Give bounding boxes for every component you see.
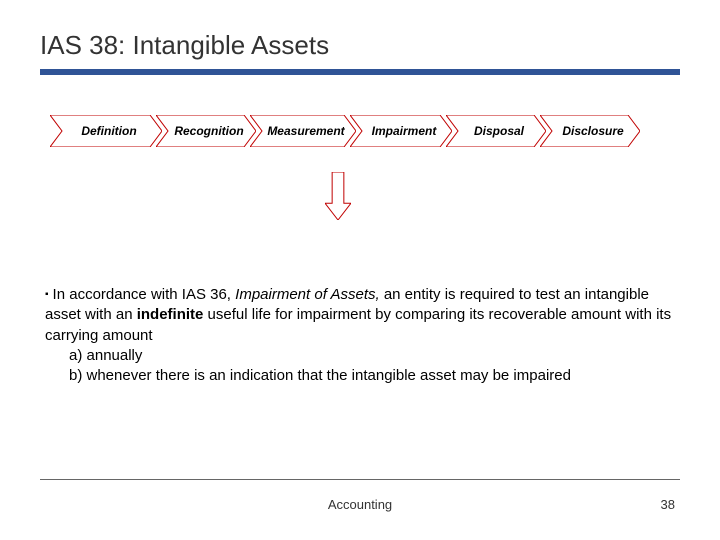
body-emph: indefinite xyxy=(137,306,204,323)
body-point-b: b) whenever there is an indication that … xyxy=(45,366,675,386)
chevron-step: Impairment xyxy=(350,115,452,147)
chevron-step: Definition xyxy=(50,115,162,147)
page-number: 38 xyxy=(661,497,675,512)
chevron-label: Disclosure xyxy=(540,115,640,147)
down-arrow xyxy=(325,172,680,225)
body-ias-title: Impairment of Assets, xyxy=(235,286,380,303)
slide: IAS 38: Intangible Assets DefinitionReco… xyxy=(0,0,720,540)
chevron-step: Measurement xyxy=(250,115,356,147)
bullet-icon: ▪ xyxy=(45,289,49,300)
chevron-label: Definition xyxy=(50,115,162,147)
body-text: ▪ In accordance with IAS 36, Impairment o… xyxy=(40,285,680,386)
chevron-label: Impairment xyxy=(350,115,452,147)
title-rule xyxy=(40,69,680,75)
chevron-process-row: DefinitionRecognitionMeasurementImpairme… xyxy=(50,115,680,147)
chevron-label: Disposal xyxy=(446,115,546,147)
body-lead: In accordance with IAS 36, xyxy=(53,286,236,303)
chevron-label: Measurement xyxy=(250,115,356,147)
footer-rule xyxy=(40,479,680,480)
chevron-step: Disposal xyxy=(446,115,546,147)
chevron-step: Recognition xyxy=(156,115,256,147)
footer-text: Accounting xyxy=(0,497,720,512)
chevron-label: Recognition xyxy=(156,115,256,147)
slide-title: IAS 38: Intangible Assets xyxy=(40,30,680,61)
chevron-step: Disclosure xyxy=(540,115,640,147)
body-point-a: a) annually xyxy=(45,346,675,366)
